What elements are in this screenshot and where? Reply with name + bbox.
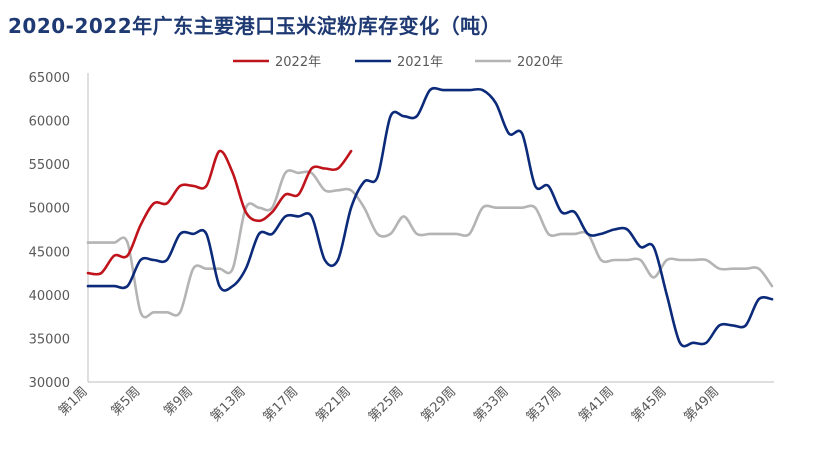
y-tick-label: 50000 [29,202,70,217]
x-tick-label: 第9周 [161,384,196,419]
y-tick-label: 45000 [29,245,70,260]
chart-title: 2020-2022年广东主要港口玉米淀粉库存变化（吨） [8,14,502,38]
x-tick-label: 第29周 [418,384,459,425]
x-tick-label: 第37周 [524,384,565,425]
x-tick-label: 第41周 [576,384,617,425]
x-tick-label: 第45周 [629,384,670,425]
x-tick-label: 第49周 [682,384,723,425]
legend-label-2021: 2021年 [397,55,443,70]
x-tick-label: 第5周 [109,384,144,419]
series-line-2020 [86,169,774,319]
y-tick-label: 60000 [29,115,70,130]
x-tick-label: 第33周 [471,384,512,425]
y-tick-label: 40000 [29,289,70,304]
x-tick-label: 第25周 [366,384,407,425]
legend-label-2020: 2020年 [517,55,563,70]
x-tick-label: 第13周 [208,384,249,425]
y-tick-label: 55000 [29,158,70,173]
y-tick-label: 65000 [29,71,70,86]
x-tick-label: 第21周 [313,384,354,425]
series-line-2021 [86,86,774,348]
x-tick-label: 第17周 [261,384,302,425]
legend-label-2022: 2022年 [275,55,321,70]
series-line-2022 [86,149,353,276]
y-tick-label: 30000 [29,376,70,391]
y-tick-label: 35000 [29,332,70,347]
